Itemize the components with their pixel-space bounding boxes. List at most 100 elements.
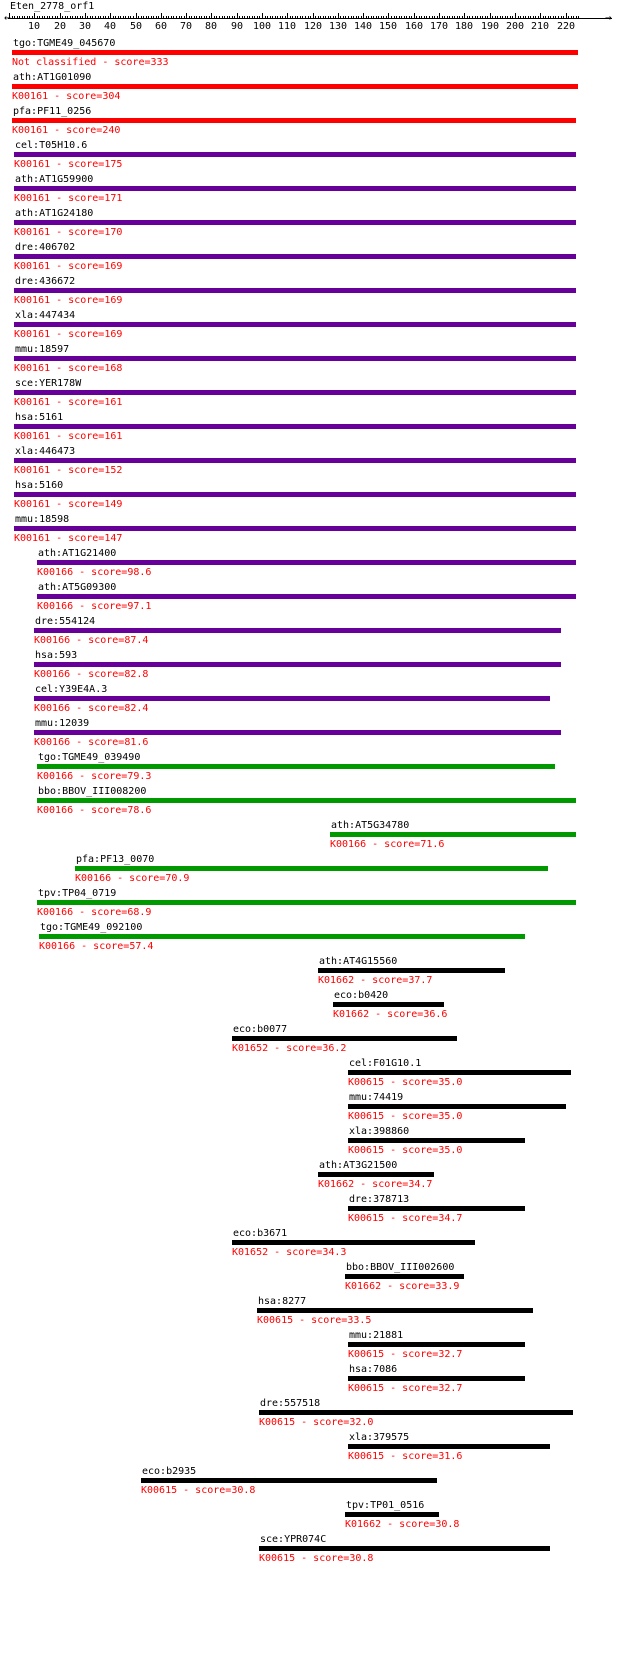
hit-name-link[interactable]: dre:436672	[15, 276, 76, 287]
hit-name-link[interactable]: hsa:5160	[15, 480, 64, 491]
hit-name-link[interactable]: sce:YER178W	[15, 378, 82, 389]
hit-name-link[interactable]: xla:447434	[15, 310, 76, 321]
hit-name-link[interactable]: cel:F01G10.1	[349, 1058, 422, 1069]
hit-name-link[interactable]: ath:AT5G34780	[331, 820, 410, 831]
alignment-bar[interactable]	[318, 968, 505, 973]
hit-row[interactable]: cel:Y39E4A.3 K00166 - score=82.4	[0, 684, 620, 718]
hit-row[interactable]: dre:557518 K00615 - score=32.0	[0, 1398, 620, 1432]
alignment-bar[interactable]	[34, 696, 550, 701]
alignment-bar[interactable]	[14, 492, 576, 497]
hit-row[interactable]: eco:b0420 K01662 - score=36.6	[0, 990, 620, 1024]
alignment-bar[interactable]	[141, 1478, 437, 1483]
hit-name-link[interactable]: pfa:PF13_0070	[76, 854, 155, 865]
alignment-bar[interactable]	[259, 1410, 573, 1415]
alignment-bar[interactable]	[348, 1138, 525, 1143]
hit-name-link[interactable]: hsa:8277	[258, 1296, 307, 1307]
hit-row[interactable]: hsa:5160 K00161 - score=149	[0, 480, 620, 514]
alignment-bar[interactable]	[39, 934, 525, 939]
hit-name-link[interactable]: dre:557518	[260, 1398, 321, 1409]
hit-name-link[interactable]: tpv:TP04_0719	[38, 888, 117, 899]
hit-name-link[interactable]: hsa:7086	[349, 1364, 398, 1375]
hit-name-link[interactable]: tgo:TGME49_092100	[40, 922, 143, 933]
hit-row[interactable]: sce:YPR074C K00615 - score=30.8	[0, 1534, 620, 1568]
hit-row[interactable]: eco:b0077 K01652 - score=36.2	[0, 1024, 620, 1058]
alignment-bar[interactable]	[12, 84, 578, 89]
hit-name-link[interactable]: ath:AT3G21500	[319, 1160, 398, 1171]
hit-row[interactable]: ath:AT4G15560 K01662 - score=37.7	[0, 956, 620, 990]
alignment-bar[interactable]	[348, 1070, 571, 1075]
hit-row[interactable]: ath:AT3G21500 K01662 - score=34.7	[0, 1160, 620, 1194]
alignment-bar[interactable]	[37, 798, 576, 803]
hit-row[interactable]: hsa:8277 K00615 - score=33.5	[0, 1296, 620, 1330]
hit-row[interactable]: pfa:PF13_0070 K00166 - score=70.9	[0, 854, 620, 888]
hit-name-link[interactable]: bbo:BBOV_III008200	[38, 786, 147, 797]
hit-name-link[interactable]: mmu:74419	[349, 1092, 404, 1103]
alignment-bar[interactable]	[12, 118, 576, 123]
hit-row[interactable]: pfa:PF11_0256 K00161 - score=240	[0, 106, 620, 140]
hit-row[interactable]: hsa:593 K00166 - score=82.8	[0, 650, 620, 684]
hit-name-link[interactable]: xla:398860	[349, 1126, 410, 1137]
alignment-bar[interactable]	[333, 1002, 444, 1007]
hit-name-link[interactable]: ath:AT4G15560	[319, 956, 398, 967]
hit-name-link[interactable]: xla:446473	[15, 446, 76, 457]
alignment-bar[interactable]	[14, 526, 576, 531]
alignment-bar[interactable]	[14, 390, 576, 395]
hit-name-link[interactable]: hsa:5161	[15, 412, 64, 423]
alignment-bar[interactable]	[14, 220, 576, 225]
hit-row[interactable]: hsa:7086 K00615 - score=32.7	[0, 1364, 620, 1398]
alignment-bar[interactable]	[318, 1172, 434, 1177]
alignment-bar[interactable]	[34, 662, 561, 667]
hit-row[interactable]: cel:T05H10.6 K00161 - score=175	[0, 140, 620, 174]
alignment-bar[interactable]	[232, 1036, 457, 1041]
alignment-bar[interactable]	[348, 1206, 525, 1211]
hit-name-link[interactable]: cel:T05H10.6	[15, 140, 88, 151]
alignment-bar[interactable]	[259, 1546, 550, 1551]
hit-row[interactable]: ath:AT5G34780 K00166 - score=71.6	[0, 820, 620, 854]
hit-row[interactable]: hsa:5161 K00161 - score=161	[0, 412, 620, 446]
hit-row[interactable]: tpv:TP04_0719 K00166 - score=68.9	[0, 888, 620, 922]
hit-name-link[interactable]: dre:554124	[35, 616, 96, 627]
hit-name-link[interactable]: dre:378713	[349, 1194, 410, 1205]
hit-row[interactable]: xla:447434 K00161 - score=169	[0, 310, 620, 344]
hit-name-link[interactable]: xla:379575	[349, 1432, 410, 1443]
alignment-bar[interactable]	[34, 730, 561, 735]
alignment-bar[interactable]	[348, 1104, 566, 1109]
hit-name-link[interactable]: tpv:TP01_0516	[346, 1500, 425, 1511]
hit-row[interactable]: mmu:74419 K00615 - score=35.0	[0, 1092, 620, 1126]
hit-name-link[interactable]: eco:b0077	[233, 1024, 288, 1035]
hit-row[interactable]: mmu:12039 K00166 - score=81.6	[0, 718, 620, 752]
hit-row[interactable]: eco:b2935 K00615 - score=30.8	[0, 1466, 620, 1500]
alignment-bar[interactable]	[345, 1274, 464, 1279]
hit-name-link[interactable]: ath:AT1G24180	[15, 208, 94, 219]
alignment-bar[interactable]	[14, 186, 576, 191]
hit-name-link[interactable]: dre:406702	[15, 242, 76, 253]
alignment-bar[interactable]	[14, 254, 576, 259]
hit-row[interactable]: dre:436672 K00161 - score=169	[0, 276, 620, 310]
hit-name-link[interactable]: tgo:TGME49_039490	[38, 752, 141, 763]
hit-row[interactable]: tgo:TGME49_039490 K00166 - score=79.3	[0, 752, 620, 786]
alignment-bar[interactable]	[37, 900, 576, 905]
hit-row[interactable]: ath:AT5G09300 K00166 - score=97.1	[0, 582, 620, 616]
hit-row[interactable]: ath:AT1G21400 K00166 - score=98.6	[0, 548, 620, 582]
hit-row[interactable]: dre:378713 K00615 - score=34.7	[0, 1194, 620, 1228]
hit-name-link[interactable]: bbo:BBOV_III002600	[346, 1262, 455, 1273]
alignment-bar[interactable]	[14, 356, 576, 361]
hit-name-link[interactable]: eco:b0420	[334, 990, 389, 1001]
alignment-bar[interactable]	[345, 1512, 439, 1517]
hit-row[interactable]: bbo:BBOV_III002600 K01662 - score=33.9	[0, 1262, 620, 1296]
alignment-bar[interactable]	[348, 1376, 525, 1381]
alignment-bar[interactable]	[330, 832, 576, 837]
alignment-bar[interactable]	[232, 1240, 475, 1245]
hit-row[interactable]: sce:YER178W K00161 - score=161	[0, 378, 620, 412]
hit-name-link[interactable]: mmu:18597	[15, 344, 70, 355]
alignment-bar[interactable]	[14, 458, 576, 463]
hit-row[interactable]: dre:406702 K00161 - score=169	[0, 242, 620, 276]
hit-row[interactable]: xla:398860 K00615 - score=35.0	[0, 1126, 620, 1160]
hit-row[interactable]: mmu:18598 K00161 - score=147	[0, 514, 620, 548]
hit-row[interactable]: tgo:TGME49_045670 Not classified - score=…	[0, 38, 620, 72]
alignment-bar[interactable]	[14, 288, 576, 293]
alignment-bar[interactable]	[37, 594, 576, 599]
alignment-bar[interactable]	[14, 424, 576, 429]
hit-row[interactable]: mmu:21881 K00615 - score=32.7	[0, 1330, 620, 1364]
alignment-bar[interactable]	[14, 152, 576, 157]
